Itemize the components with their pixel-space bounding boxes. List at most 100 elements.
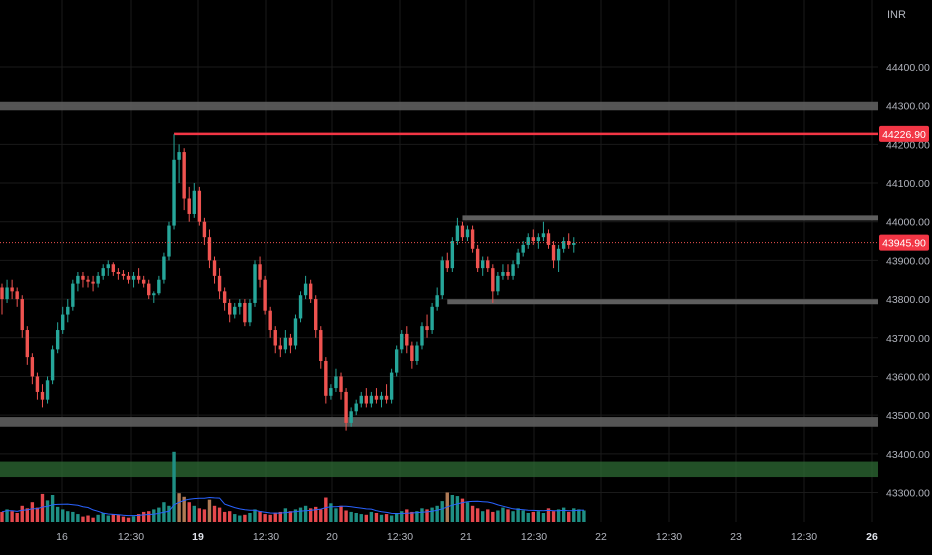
candle-body[interactable] xyxy=(86,279,90,282)
candle-body[interactable] xyxy=(263,279,267,311)
candle-body[interactable] xyxy=(405,333,409,346)
candle-body[interactable] xyxy=(506,272,510,276)
candle-body[interactable] xyxy=(400,333,404,350)
candle-body[interactable] xyxy=(531,237,535,242)
candle-body[interactable] xyxy=(253,264,257,303)
candle-body[interactable] xyxy=(496,275,500,292)
candle-body[interactable] xyxy=(126,275,131,280)
candle-body[interactable] xyxy=(354,403,358,412)
candle-body[interactable] xyxy=(460,225,465,238)
candle-body[interactable] xyxy=(283,337,288,350)
candle-body[interactable] xyxy=(91,281,95,284)
candle-body[interactable] xyxy=(222,291,227,303)
candle-body[interactable] xyxy=(440,260,444,296)
candle-body[interactable] xyxy=(526,237,530,245)
green-demand-zone[interactable] xyxy=(0,461,878,478)
candle-body[interactable] xyxy=(177,152,181,160)
candle-body[interactable] xyxy=(344,391,348,423)
candle-body[interactable] xyxy=(389,372,394,400)
candle-body[interactable] xyxy=(511,264,515,276)
candle-body[interactable] xyxy=(415,345,419,361)
candle-body[interactable] xyxy=(470,229,475,249)
candle-body[interactable] xyxy=(465,229,470,238)
candle-body[interactable] xyxy=(349,411,353,423)
candle-body[interactable] xyxy=(162,256,166,280)
candle-body[interactable] xyxy=(364,395,369,404)
candle-body[interactable] xyxy=(541,233,546,238)
candle-body[interactable] xyxy=(25,330,29,358)
candle-body[interactable] xyxy=(516,252,520,265)
candle-body[interactable] xyxy=(435,295,439,307)
candle-body[interactable] xyxy=(298,295,303,319)
candle-body[interactable] xyxy=(182,152,186,199)
candle-body[interactable] xyxy=(5,287,9,300)
candle-body[interactable] xyxy=(167,225,171,257)
candle-body[interactable] xyxy=(455,225,460,242)
candle-body[interactable] xyxy=(384,395,389,400)
candle-body[interactable] xyxy=(10,287,14,292)
candle-body[interactable] xyxy=(394,349,399,373)
candle-body[interactable] xyxy=(475,248,480,269)
candle-body[interactable] xyxy=(0,287,4,300)
candle-body[interactable] xyxy=(293,318,298,346)
candle-body[interactable] xyxy=(324,360,328,396)
candle-body[interactable] xyxy=(501,272,505,276)
candle-body[interactable] xyxy=(106,264,110,269)
candle-body[interactable] xyxy=(207,237,212,261)
candle-body[interactable] xyxy=(121,273,126,276)
candle-body[interactable] xyxy=(66,306,70,315)
candle-body[interactable] xyxy=(314,299,318,331)
candle-body[interactable] xyxy=(339,376,343,392)
candle-body[interactable] xyxy=(445,260,449,269)
candle-body[interactable] xyxy=(116,272,121,274)
candle-body[interactable] xyxy=(111,264,116,272)
candle-body[interactable] xyxy=(20,299,24,331)
candle-body[interactable] xyxy=(212,260,217,276)
candle-body[interactable] xyxy=(35,376,40,392)
candle-body[interactable] xyxy=(319,330,323,361)
candle-body[interactable] xyxy=(556,248,561,261)
candle-body[interactable] xyxy=(258,264,262,280)
candle-body[interactable] xyxy=(45,380,50,400)
candle-body[interactable] xyxy=(217,275,222,292)
candle-body[interactable] xyxy=(561,241,566,249)
candle-body[interactable] xyxy=(481,260,485,269)
candle-body[interactable] xyxy=(359,395,363,404)
candle-body[interactable] xyxy=(40,391,45,400)
candle-body[interactable] xyxy=(379,395,384,400)
candle-body[interactable] xyxy=(238,302,242,307)
candle-body[interactable] xyxy=(334,376,338,389)
candle-body[interactable] xyxy=(61,314,65,331)
candle-body[interactable] xyxy=(50,349,55,381)
candle-body[interactable] xyxy=(192,190,196,214)
candle-body[interactable] xyxy=(15,291,19,300)
candle-body[interactable] xyxy=(141,279,146,284)
candle-body[interactable] xyxy=(410,345,414,361)
candle-body[interactable] xyxy=(30,357,35,377)
candle-body[interactable] xyxy=(288,337,293,346)
candle-body[interactable] xyxy=(486,260,490,269)
candle-body[interactable] xyxy=(71,283,75,307)
candle-body[interactable] xyxy=(202,221,207,238)
candle-body[interactable] xyxy=(430,306,434,331)
candle-body[interactable] xyxy=(303,283,308,296)
candle-body[interactable] xyxy=(152,293,156,296)
candle-body[interactable] xyxy=(425,326,429,331)
candle-body[interactable] xyxy=(136,275,141,280)
candle-body[interactable] xyxy=(268,310,272,331)
candle-body[interactable] xyxy=(76,275,80,284)
candle-body[interactable] xyxy=(248,302,252,323)
candle-body[interactable] xyxy=(172,159,176,226)
candle-body[interactable] xyxy=(96,275,100,284)
gray-zone[interactable] xyxy=(0,417,878,427)
candle-body[interactable] xyxy=(567,241,571,245)
candle-body[interactable] xyxy=(228,302,232,315)
candle-body[interactable] xyxy=(536,237,541,242)
candle-body[interactable] xyxy=(131,275,136,280)
candle-body[interactable] xyxy=(546,233,551,245)
price-axis[interactable]: INR 44400.00 44300.00 44200.00 44100.00 4400… xyxy=(879,9,930,500)
candle-body[interactable] xyxy=(551,244,556,261)
time-axis[interactable]: 16 12:30 19 12:30 20 12:30 21 12:30 22 12:30 23 12:… xyxy=(56,531,878,543)
